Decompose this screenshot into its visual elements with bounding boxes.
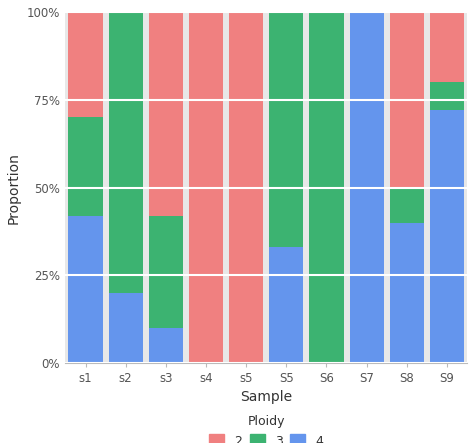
Bar bbox=[189, 12, 223, 363]
Bar bbox=[68, 216, 102, 363]
Bar bbox=[109, 293, 143, 363]
Bar bbox=[390, 12, 424, 187]
Bar bbox=[350, 12, 384, 363]
Bar bbox=[430, 82, 464, 110]
Bar bbox=[109, 293, 143, 363]
Bar bbox=[149, 328, 183, 363]
Bar bbox=[350, 12, 384, 363]
Bar bbox=[229, 12, 263, 363]
Bar bbox=[109, 12, 143, 293]
Bar bbox=[430, 110, 464, 363]
Bar bbox=[390, 187, 424, 223]
Bar bbox=[390, 187, 424, 223]
Bar bbox=[149, 12, 183, 216]
Bar bbox=[269, 247, 303, 363]
Bar bbox=[269, 12, 303, 247]
Bar bbox=[269, 12, 303, 247]
Bar bbox=[149, 328, 183, 363]
Bar bbox=[310, 12, 344, 363]
Bar bbox=[68, 216, 102, 363]
Bar bbox=[430, 110, 464, 363]
Bar bbox=[149, 216, 183, 328]
Bar bbox=[430, 12, 464, 82]
Bar bbox=[68, 117, 102, 216]
Bar bbox=[269, 247, 303, 363]
Bar bbox=[149, 12, 183, 216]
Bar bbox=[109, 12, 143, 293]
Bar bbox=[229, 12, 263, 363]
Bar bbox=[68, 12, 102, 117]
Bar bbox=[149, 216, 183, 328]
Bar bbox=[310, 12, 344, 363]
Bar bbox=[68, 117, 102, 216]
Bar bbox=[430, 12, 464, 82]
Bar bbox=[68, 12, 102, 117]
Bar bbox=[189, 12, 223, 363]
Bar bbox=[390, 223, 424, 363]
Legend: 2, 3, 4: 2, 3, 4 bbox=[210, 415, 323, 443]
Y-axis label: Proportion: Proportion bbox=[7, 152, 21, 224]
Bar bbox=[430, 82, 464, 110]
Bar bbox=[390, 12, 424, 187]
X-axis label: Sample: Sample bbox=[240, 390, 292, 404]
Bar bbox=[390, 223, 424, 363]
